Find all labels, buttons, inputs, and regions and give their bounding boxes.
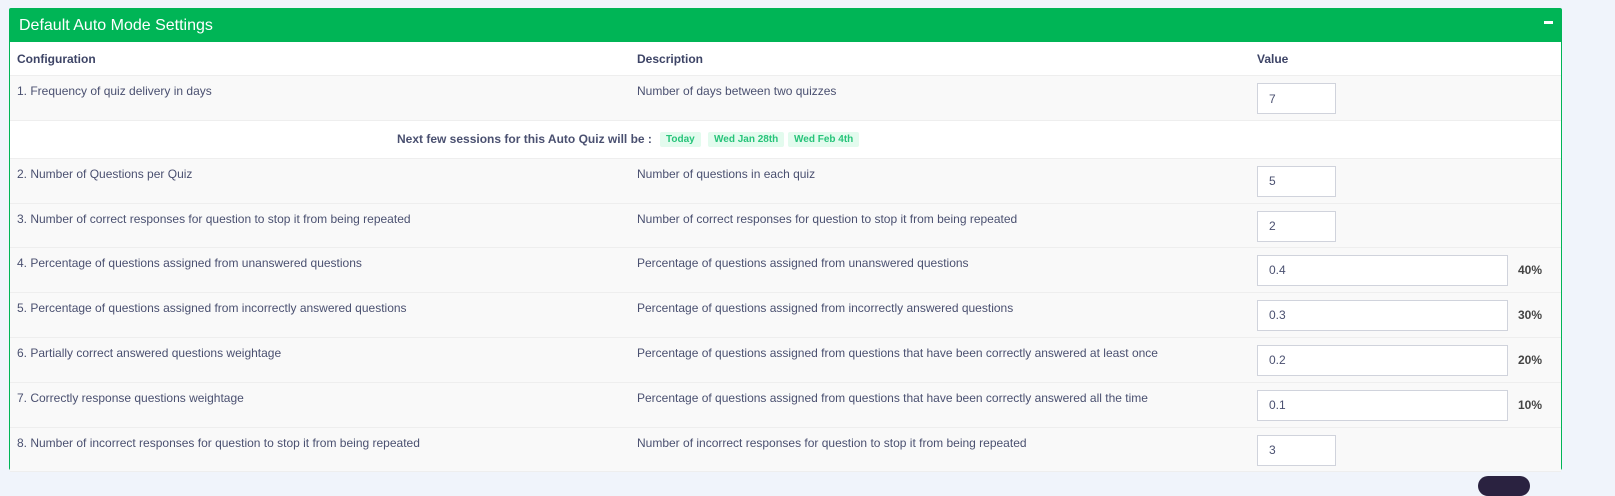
config-description: Percentage of questions assigned from in… bbox=[637, 301, 1014, 316]
table-row: 8. Number of incorrect responses for que… bbox=[10, 427, 1561, 473]
table-row: 3. Number of correct responses for quest… bbox=[10, 203, 1561, 249]
header-description: Description bbox=[637, 51, 704, 66]
floating-button[interactable] bbox=[1478, 476, 1530, 496]
table-row: 7. Correctly response questions weightag… bbox=[10, 382, 1561, 428]
panel-header: Default Auto Mode Settings bbox=[10, 9, 1561, 42]
table-row: 5. Percentage of questions assigned from… bbox=[10, 293, 1561, 338]
percent-label: 10% bbox=[1518, 397, 1543, 412]
value-text: 0.2 bbox=[1269, 352, 1286, 367]
next-sessions-row: Next few sessions for this Auto Quiz wil… bbox=[10, 120, 1561, 159]
value-input[interactable] bbox=[1257, 83, 1336, 114]
value-input[interactable]: 0.1 bbox=[1257, 389, 1508, 421]
percent-label: 40% bbox=[1518, 263, 1543, 278]
table-row: 2. Number of Questions per Quiz Number o… bbox=[10, 158, 1561, 204]
config-label: 5. Percentage of questions assigned from… bbox=[17, 301, 407, 316]
table-header: Configuration Description Value bbox=[10, 42, 1561, 76]
session-date-badge: Today bbox=[660, 131, 701, 147]
session-date-badge: Wed Feb 4th bbox=[788, 131, 860, 147]
config-description: Percentage of questions assigned from qu… bbox=[637, 390, 1148, 405]
config-description: Percentage of questions assigned from qu… bbox=[637, 345, 1158, 360]
value-input[interactable] bbox=[1257, 434, 1336, 466]
value-input[interactable] bbox=[1257, 210, 1336, 242]
table-row: 6. Partially correct answered questions … bbox=[10, 337, 1561, 383]
value-input[interactable]: 0.3 bbox=[1257, 300, 1508, 332]
config-description: Number of incorrect responses for questi… bbox=[637, 435, 1027, 450]
value-input[interactable] bbox=[1257, 165, 1336, 197]
percent-label: 30% bbox=[1518, 308, 1543, 323]
table-row: 4. Percentage of questions assigned from… bbox=[10, 248, 1561, 294]
config-description: Percentage of questions assigned from un… bbox=[637, 256, 969, 271]
value-text: 0.1 bbox=[1269, 397, 1286, 412]
table-row: 1. Frequency of quiz delivery in days Nu… bbox=[10, 76, 1561, 121]
config-label: 7. Correctly response questions weightag… bbox=[17, 390, 244, 405]
config-label: 1. Frequency of quiz delivery in days bbox=[17, 84, 212, 98]
header-value: Value bbox=[1257, 51, 1289, 66]
panel-title: Default Auto Mode Settings bbox=[19, 17, 213, 34]
value-text: 0.3 bbox=[1269, 308, 1286, 323]
config-description: Number of correct responses for question… bbox=[637, 211, 1018, 226]
header-configuration: Configuration bbox=[17, 51, 96, 66]
value-input[interactable]: 0.4 bbox=[1257, 255, 1508, 287]
value-text: 0.4 bbox=[1269, 263, 1286, 278]
session-date-badge: Wed Jan 28th bbox=[708, 131, 785, 147]
value-input[interactable]: 0.2 bbox=[1257, 344, 1508, 376]
config-label: 6. Partially correct answered questions … bbox=[17, 345, 282, 360]
config-label: 8. Number of incorrect responses for que… bbox=[17, 435, 420, 450]
percent-label: 20% bbox=[1518, 352, 1543, 367]
config-description: Number of questions in each quiz bbox=[637, 166, 816, 181]
minus-icon[interactable] bbox=[1544, 21, 1553, 24]
config-label: 4. Percentage of questions assigned from… bbox=[17, 256, 362, 271]
next-sessions-label: Next few sessions for this Auto Quiz wil… bbox=[397, 131, 652, 146]
config-description: Number of days between two quizzes bbox=[637, 84, 837, 98]
auto-mode-settings-panel: Default Auto Mode Settings Configuration… bbox=[9, 8, 1562, 473]
config-label: 3. Number of correct responses for quest… bbox=[17, 211, 411, 226]
config-label: 2. Number of Questions per Quiz bbox=[17, 166, 193, 181]
